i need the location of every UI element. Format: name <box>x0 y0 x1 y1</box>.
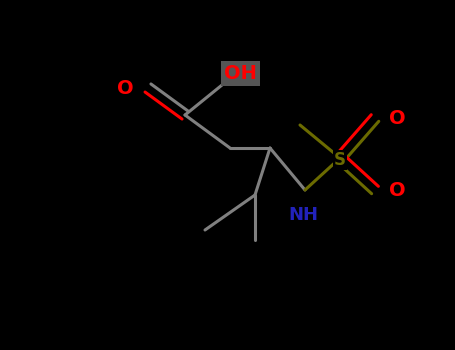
Text: O: O <box>117 78 134 98</box>
Text: S: S <box>334 151 346 169</box>
Text: NH: NH <box>288 206 318 224</box>
Text: OH: OH <box>224 64 257 83</box>
Text: O: O <box>389 108 405 127</box>
Text: O: O <box>389 181 405 199</box>
